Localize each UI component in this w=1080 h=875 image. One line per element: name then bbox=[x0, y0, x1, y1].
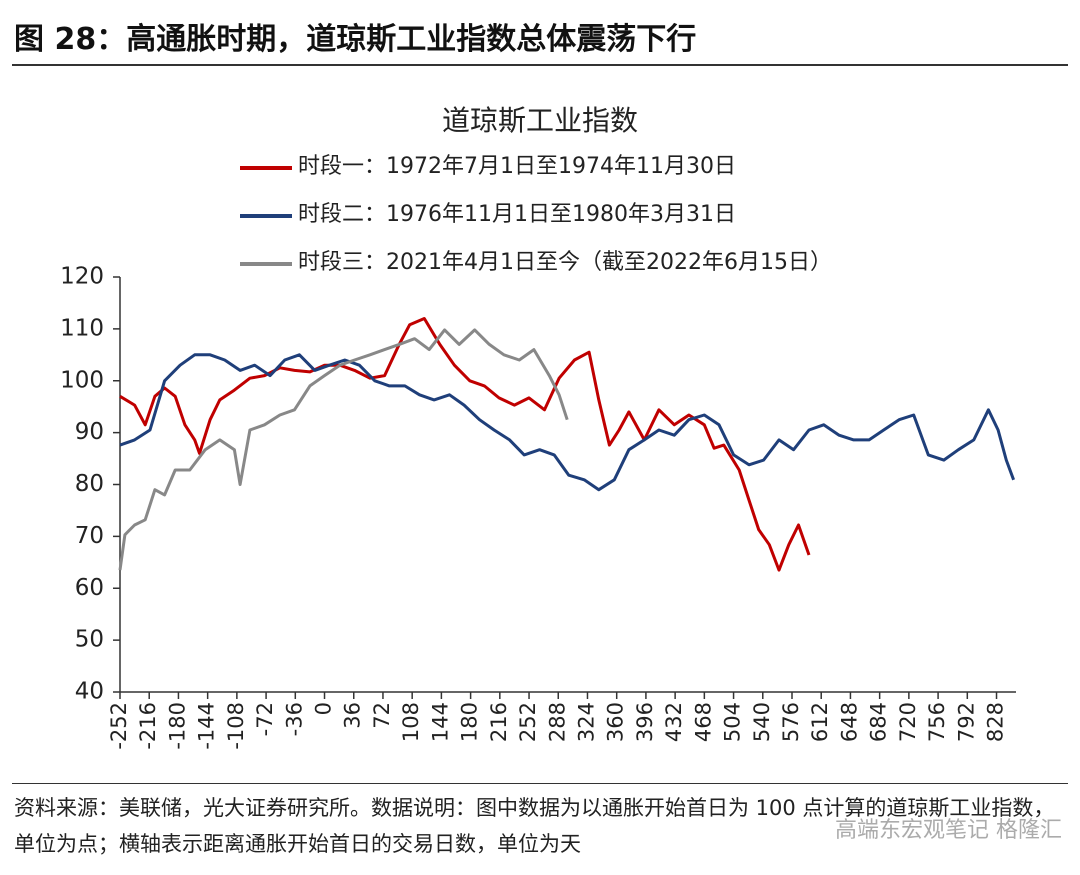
x-tick-label: 792 bbox=[954, 702, 978, 742]
x-tick-label: 720 bbox=[896, 702, 920, 742]
watermark: 高端东宏观笔记 格隆汇 bbox=[835, 818, 1062, 843]
x-tick-label: 612 bbox=[808, 702, 832, 742]
x-tick-label: 576 bbox=[779, 702, 803, 742]
y-tick-label: 100 bbox=[60, 367, 104, 393]
y-tick-label: 120 bbox=[60, 264, 104, 290]
x-tick-label: 36 bbox=[341, 702, 365, 729]
x-tick-label: -216 bbox=[136, 702, 160, 750]
x-tick-label: -36 bbox=[282, 702, 306, 736]
x-tick-label: 828 bbox=[984, 702, 1008, 742]
x-tick-label: 756 bbox=[925, 702, 949, 742]
y-tick-label: 110 bbox=[60, 315, 104, 341]
legend-label: 时段二：1976年11月1日至1980年3月31日 bbox=[298, 202, 736, 227]
x-tick-label: 108 bbox=[399, 702, 423, 742]
x-tick-label: -108 bbox=[224, 702, 248, 750]
x-tick-label: -252 bbox=[107, 702, 131, 750]
y-tick-label: 80 bbox=[75, 471, 104, 497]
y-tick-label: 90 bbox=[75, 419, 104, 445]
series-line bbox=[119, 353, 1016, 492]
legend-swatch bbox=[240, 214, 292, 218]
source-note: 资料来源：美联储，光大证券研究所。数据说明：图中数据为以通胀开始首日为 100 … bbox=[14, 796, 1055, 856]
x-tick-label: 360 bbox=[604, 702, 628, 742]
legend: 时段一：1972年7月1日至1974年11月30日 时段二：1976年11月1日至… bbox=[240, 152, 890, 296]
x-tick-label: 504 bbox=[721, 702, 745, 742]
x-tick-label: 540 bbox=[750, 702, 774, 742]
legend-label: 时段三：2021年4月1日至今（截至2022年6月15日） bbox=[298, 250, 832, 275]
x-tick-label: 72 bbox=[370, 702, 394, 729]
series-line bbox=[118, 328, 569, 571]
y-tick-label: 60 bbox=[75, 575, 104, 601]
legend-item: 时段三：2021年4月1日至今（截至2022年6月15日） bbox=[240, 248, 890, 278]
x-tick-label: 0 bbox=[312, 702, 336, 715]
x-tick-label: 432 bbox=[662, 702, 686, 742]
x-tick-label: 144 bbox=[428, 702, 452, 742]
y-tick-label: 40 bbox=[75, 679, 104, 705]
legend-item: 时段一：1972年7月1日至1974年11月30日 bbox=[240, 152, 890, 182]
x-tick-label: 324 bbox=[574, 702, 598, 742]
y-tick-label: 50 bbox=[75, 627, 104, 653]
x-tick-label: 288 bbox=[545, 702, 569, 742]
x-tick-label: 684 bbox=[867, 702, 891, 742]
header-rule bbox=[12, 64, 1068, 66]
x-tick-label: 396 bbox=[633, 702, 657, 742]
chart-title: 道琼斯工业指数 bbox=[442, 104, 638, 137]
x-tick-label: 180 bbox=[458, 702, 482, 742]
footer-rule bbox=[12, 783, 1068, 784]
legend-swatch bbox=[240, 262, 292, 266]
legend-label: 时段一：1972年7月1日至1974年11月30日 bbox=[298, 154, 736, 179]
x-tick-label: -72 bbox=[253, 702, 277, 736]
x-tick-label: 468 bbox=[691, 702, 715, 742]
y-tick-label: 70 bbox=[75, 523, 104, 549]
x-tick-label: 216 bbox=[487, 702, 511, 742]
series-line bbox=[119, 317, 811, 572]
x-tick-label: -144 bbox=[195, 702, 219, 750]
x-tick-label: -180 bbox=[165, 702, 189, 750]
legend-swatch bbox=[240, 166, 292, 170]
header-title: 图 28：高通胀时期，道琼斯工业指数总体震荡下行 bbox=[14, 22, 697, 57]
x-tick-label: 648 bbox=[837, 702, 861, 742]
x-tick-label: 252 bbox=[516, 702, 540, 742]
chart: 道琼斯工业指数 40 50 60 70 80 90 100 110 120 -252 -216 -18… bbox=[60, 104, 1016, 750]
legend-item: 时段二：1976年11月1日至1980年3月31日 bbox=[240, 200, 890, 230]
